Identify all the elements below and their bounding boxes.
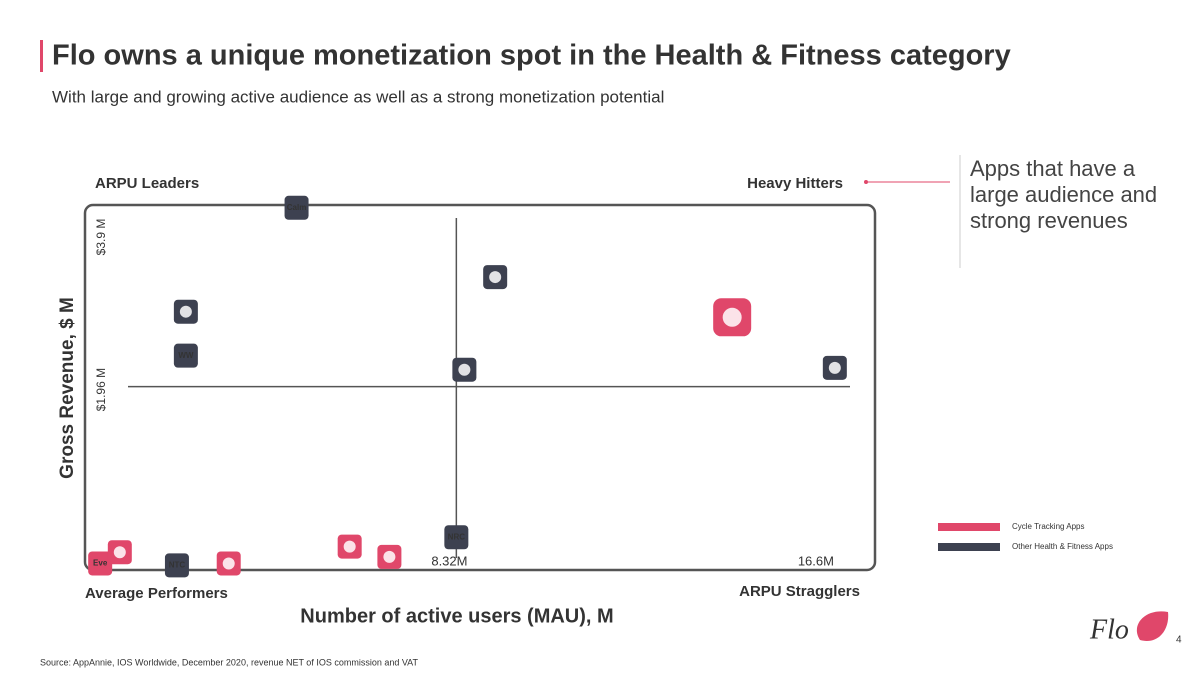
- app-icon-label: Calm: [287, 203, 307, 212]
- plot-frame: [83, 203, 877, 572]
- app-icon-glyph: [179, 305, 192, 318]
- app-icon-label: Eve: [93, 559, 108, 568]
- x-tick-label: 8.32M: [431, 553, 467, 568]
- legend-label: Cycle Tracking Apps: [1012, 522, 1084, 531]
- quadrant-label: ARPU Stragglers: [739, 583, 860, 600]
- legend-swatch: [938, 543, 1000, 551]
- y-axis-label: Gross Revenue, $ M: [57, 297, 78, 479]
- legend-swatch: [938, 523, 1000, 531]
- annotation-box: Apps that have a large audience and stro…: [970, 156, 1158, 233]
- app-icon: [173, 343, 198, 368]
- brand-logo: [1136, 611, 1169, 641]
- app-icon-glyph: [489, 271, 502, 284]
- app-icon: [88, 551, 113, 576]
- app-icon-glyph: [383, 550, 396, 563]
- source: Source: AppAnnie, IOS Worldwide, Decembe…: [40, 657, 419, 667]
- quadrant-label: Heavy Hitters: [747, 175, 843, 192]
- plot-area: 8.32M 16.6M $1.96 M $3.9 M Eve Cycle Tracking…: [88, 195, 1113, 578]
- app-icon-label: WW: [178, 351, 194, 360]
- app-icon: [444, 525, 469, 550]
- x-axis-label: Number of active users (MAU), M: [300, 605, 613, 627]
- app-icon: [164, 553, 189, 578]
- brand: Flo: [1089, 614, 1129, 645]
- app-icon-label: NTC: [169, 560, 186, 569]
- app-icon: [284, 195, 309, 220]
- app-icon-glyph: [828, 361, 841, 374]
- y-tick-label: $1.96 M: [94, 368, 108, 411]
- x-tick-label: 16.6M: [798, 553, 834, 568]
- quadrant-label: Average Performers: [85, 585, 228, 602]
- annotation: Apps that have a large audience and stro…: [970, 156, 1158, 233]
- app-icon-glyph: [722, 307, 742, 327]
- app-icon-label: NRC: [448, 532, 466, 541]
- quadrant-label: ARPU Leaders: [95, 175, 199, 192]
- app-icon-glyph: [343, 540, 356, 553]
- title-accent: [40, 40, 43, 72]
- y-tick-label: $3.9 M: [94, 219, 108, 256]
- legend-label: Other Health & Fitness Apps: [1012, 542, 1113, 551]
- app-icon-glyph: [113, 546, 126, 559]
- page-number: 4: [1176, 635, 1182, 646]
- title: Flo owns a unique monetization spot in t…: [52, 40, 1011, 72]
- annotation-dot: [864, 180, 868, 184]
- subtitle: With large and growing active audience a…: [52, 87, 664, 106]
- app-icon-glyph: [222, 557, 235, 570]
- app-icon-glyph: [458, 363, 471, 376]
